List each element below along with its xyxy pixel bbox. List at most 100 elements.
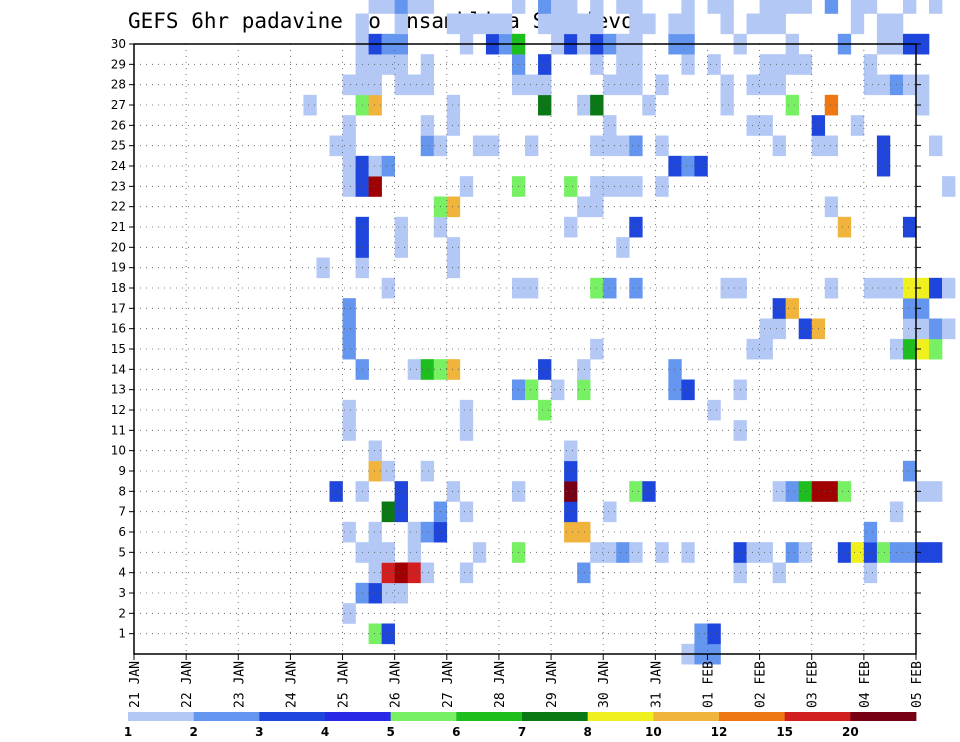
heat-cell	[824, 135, 839, 157]
heat-cell	[381, 54, 395, 75]
y-tick-label: 17	[111, 301, 126, 315]
colorbar-label: 1	[124, 725, 132, 739]
heat-cell	[538, 54, 552, 75]
heat-cell	[590, 0, 604, 14]
y-tick-label: 13	[111, 383, 126, 397]
heat-cell	[629, 0, 643, 14]
heat-cell	[746, 13, 760, 35]
colorbar-swatch	[456, 712, 523, 721]
colorbar-label: 3	[255, 725, 263, 739]
heat-cell	[368, 74, 382, 96]
heat-cell	[342, 298, 356, 319]
y-tick-label: 21	[111, 220, 126, 234]
heat-cell	[902, 277, 917, 299]
heat-cell	[355, 13, 369, 35]
heat-cell	[876, 277, 891, 299]
heat-cell	[916, 318, 930, 340]
heat-cell	[863, 74, 878, 96]
heat-cell	[603, 277, 617, 299]
y-tick-label: 26	[111, 118, 126, 132]
heat-cell	[616, 176, 630, 197]
heat-cell	[394, 13, 408, 35]
heat-cell	[577, 359, 591, 380]
colorbar-swatch	[390, 712, 457, 721]
x-tick-label: 22 JAN	[180, 661, 195, 708]
y-tick-label: 15	[111, 342, 126, 356]
heat-cell	[681, 13, 695, 35]
heat-cell	[342, 135, 356, 157]
heat-cell	[316, 257, 330, 279]
heat-cell	[863, 521, 878, 543]
heat-cell	[942, 277, 956, 299]
heat-cell	[798, 481, 813, 502]
heat-cell	[342, 399, 356, 421]
heat-cell	[902, 542, 917, 563]
heat-cell	[446, 481, 461, 502]
heat-cell	[902, 0, 917, 14]
y-tick-label: 22	[111, 200, 126, 214]
heat-cell	[929, 338, 943, 360]
heat-cell	[551, 379, 565, 401]
heat-cell	[446, 196, 461, 218]
heat-cell	[381, 0, 395, 14]
heat-cell	[772, 13, 786, 35]
heat-cell	[616, 74, 630, 96]
y-tick-label: 8	[118, 484, 126, 498]
heat-cell	[681, 54, 695, 75]
heat-cell	[368, 0, 382, 14]
heat-cell	[485, 13, 500, 35]
heat-cell	[668, 379, 682, 401]
colorbar-label: 6	[452, 725, 460, 739]
heat-cell	[681, 379, 695, 401]
heat-cell	[538, 399, 552, 421]
y-tick-label: 3	[118, 586, 126, 600]
heat-cell	[629, 74, 643, 96]
colorbar-swatch	[128, 712, 195, 721]
y-tick-label: 19	[111, 261, 126, 275]
heat-cell	[902, 460, 917, 482]
heat-cell	[616, 54, 630, 75]
heat-cell	[759, 318, 773, 340]
heat-cell	[720, 0, 734, 14]
y-tick-label: 2	[118, 606, 126, 620]
heat-cell	[642, 94, 656, 116]
y-tick-label: 1	[118, 627, 126, 641]
colorbar-swatch	[719, 712, 786, 721]
heat-cell	[785, 54, 799, 75]
heat-cell	[929, 135, 943, 157]
heat-cell	[577, 521, 591, 543]
heat-cell	[876, 155, 891, 177]
y-tick-label: 16	[111, 322, 126, 336]
heat-cell	[342, 420, 356, 441]
heat-cell	[863, 562, 878, 584]
heat-cell	[942, 176, 956, 197]
heat-cell	[798, 542, 813, 563]
heat-cell	[551, 13, 565, 35]
heat-cell	[459, 501, 474, 523]
heat-cell	[929, 318, 943, 340]
heat-cell	[785, 94, 799, 116]
heat-cell	[459, 176, 474, 197]
y-tick-label: 9	[118, 464, 126, 478]
heat-cell	[577, 379, 591, 401]
heat-cell	[603, 501, 617, 523]
heat-cell	[629, 54, 643, 75]
heat-cell	[902, 338, 917, 360]
heat-cell	[472, 13, 487, 35]
x-tick-label: 27 JAN	[441, 661, 456, 708]
heat-cell	[629, 176, 643, 197]
heat-cell	[772, 298, 786, 319]
heat-cell	[824, 0, 839, 14]
heat-cell	[837, 542, 852, 563]
heat-cell	[472, 542, 487, 563]
heat-cell	[720, 94, 734, 116]
heat-cell	[368, 94, 382, 116]
heat-cell	[564, 13, 578, 35]
heat-cell	[368, 460, 382, 482]
x-tick-label: 24 JAN	[284, 661, 299, 708]
heat-cell	[407, 74, 422, 96]
heat-cell	[916, 94, 930, 116]
heat-cell	[785, 0, 799, 14]
y-tick-label: 4	[118, 566, 126, 580]
heat-cell	[394, 582, 408, 604]
